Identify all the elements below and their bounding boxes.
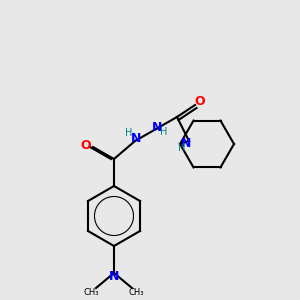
Text: N: N (152, 121, 163, 134)
Text: N: N (181, 137, 191, 151)
Text: H: H (125, 128, 133, 139)
Text: N: N (109, 269, 119, 283)
Text: H: H (160, 127, 167, 137)
Text: CH₃: CH₃ (84, 288, 99, 297)
Text: N: N (131, 131, 142, 145)
Text: O: O (80, 139, 91, 152)
Text: CH₃: CH₃ (129, 288, 144, 297)
Text: O: O (194, 95, 205, 109)
Text: H: H (178, 143, 185, 154)
